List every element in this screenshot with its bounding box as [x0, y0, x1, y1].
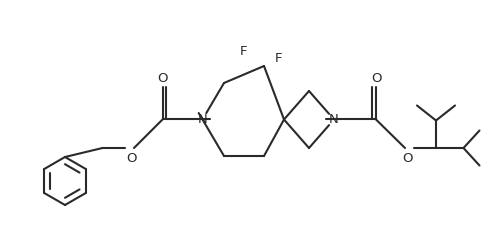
Text: O: O: [126, 151, 137, 165]
Text: O: O: [157, 71, 168, 84]
Text: O: O: [402, 151, 413, 165]
Text: F: F: [274, 52, 282, 65]
Text: N: N: [329, 113, 339, 126]
Text: O: O: [371, 71, 382, 84]
Text: F: F: [240, 45, 247, 59]
Text: N: N: [198, 113, 207, 126]
